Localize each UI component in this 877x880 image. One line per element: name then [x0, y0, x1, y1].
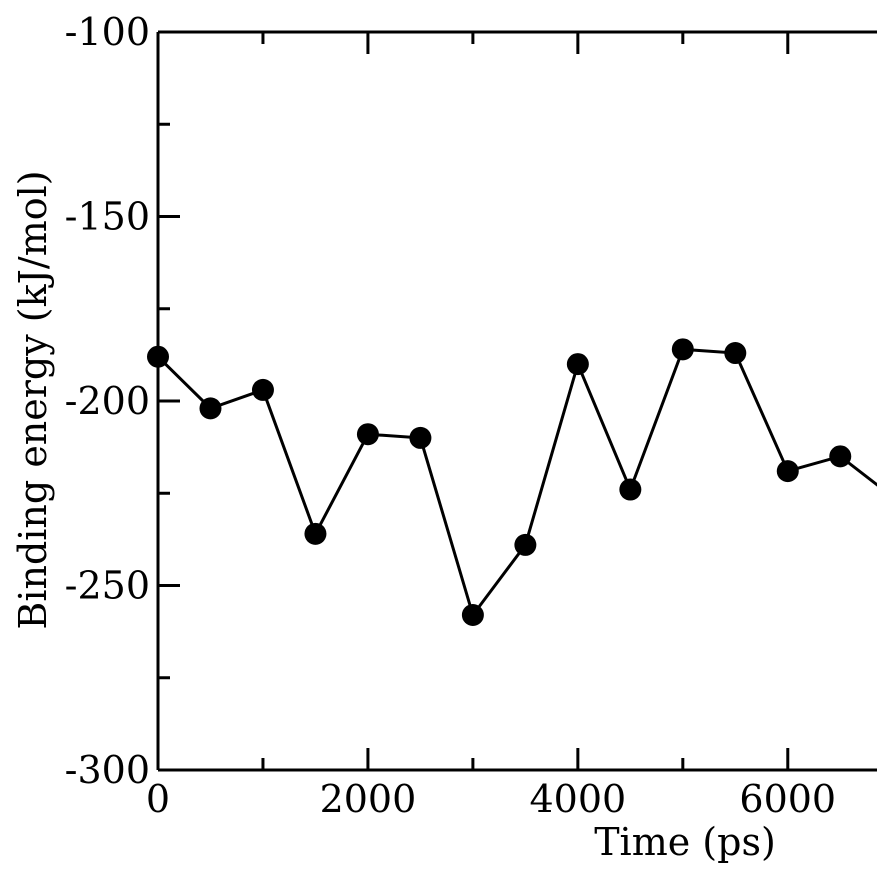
data-point [514, 533, 537, 556]
y-tick-label: -300 [65, 748, 150, 792]
data-point [671, 338, 694, 361]
ticks [156, 30, 790, 772]
data-point [356, 423, 379, 446]
x-tick-label: 0 [146, 777, 170, 821]
x-axis-title: Time (ps) [594, 820, 776, 864]
x-tick-label: 6000 [739, 777, 836, 821]
data-point [776, 460, 799, 483]
data-point [461, 604, 484, 627]
y-tick-label: -250 [65, 564, 150, 608]
y-tick-label: -100 [65, 10, 150, 54]
x-tick-label: 2000 [320, 777, 417, 821]
data-point [566, 353, 589, 376]
y-tick-label: -150 [65, 195, 150, 239]
series [147, 338, 877, 627]
data-point [619, 478, 642, 501]
data-point [724, 342, 747, 365]
data-point [147, 345, 169, 368]
y-tick-label: -200 [65, 379, 150, 423]
data-point [304, 522, 327, 545]
data-point [251, 378, 274, 401]
data-point [409, 426, 432, 449]
y-axis-title: Binding energy (kJ/mol) [11, 170, 55, 629]
data-point [829, 445, 852, 468]
x-tick-label: 4000 [529, 777, 626, 821]
data-point [199, 397, 222, 420]
tick-labels: 0 2000 4000 6000 -300 -250 -200 -150 -100 [65, 10, 837, 821]
